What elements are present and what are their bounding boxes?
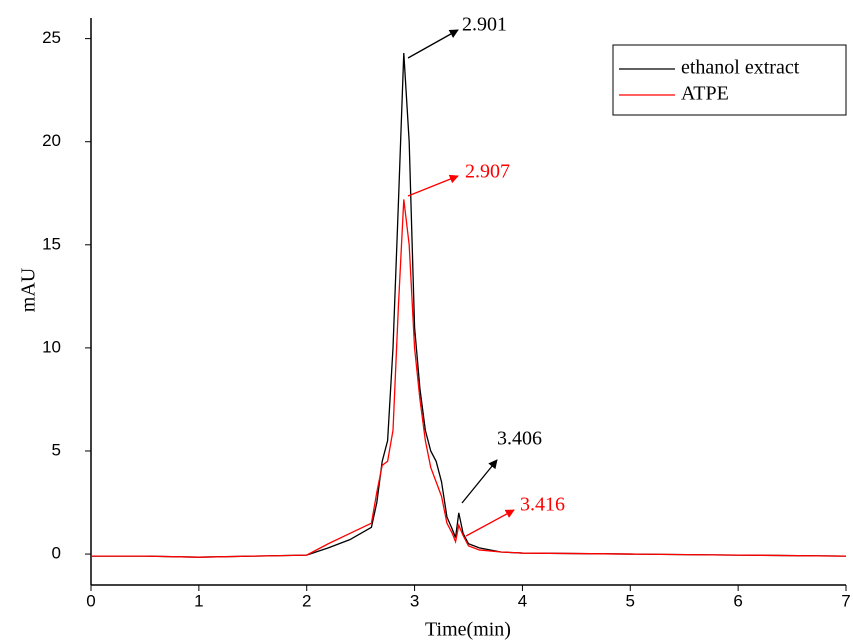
x-tick-label: 7 <box>841 591 850 610</box>
annotation: 2.907 <box>465 161 510 183</box>
y-axis-label: mAU <box>18 267 40 312</box>
annotation-arrow <box>461 459 498 504</box>
x-tick-label: 5 <box>626 591 635 610</box>
y-tick-label: 20 <box>42 131 61 150</box>
data-line <box>91 199 847 558</box>
annotation: 3.406 <box>497 428 542 450</box>
annotation: 3.416 <box>520 494 565 516</box>
annotation-arrow <box>407 174 459 197</box>
legend-label: ethanol extract <box>681 57 800 79</box>
x-tick-label: 6 <box>733 591 742 610</box>
x-tick-label: 3 <box>410 591 419 610</box>
annotation: 2.901 <box>462 14 507 36</box>
y-tick-label: 0 <box>52 544 61 563</box>
annotation-arrow <box>465 509 515 537</box>
legend-label: ATPE <box>681 83 729 105</box>
x-tick-label: 0 <box>86 591 95 610</box>
y-tick-label: 15 <box>42 234 61 253</box>
data-line <box>91 53 847 558</box>
x-axis-label: Time(min) <box>425 619 511 641</box>
y-tick-label: 5 <box>52 440 61 459</box>
annotation-arrow <box>407 29 459 59</box>
y-tick-label: 25 <box>42 28 61 47</box>
x-tick-label: 2 <box>302 591 311 610</box>
y-tick-label: 10 <box>42 337 61 356</box>
x-tick-label: 1 <box>194 591 203 610</box>
x-tick-label: 4 <box>518 591 527 610</box>
legend-box <box>612 44 847 116</box>
